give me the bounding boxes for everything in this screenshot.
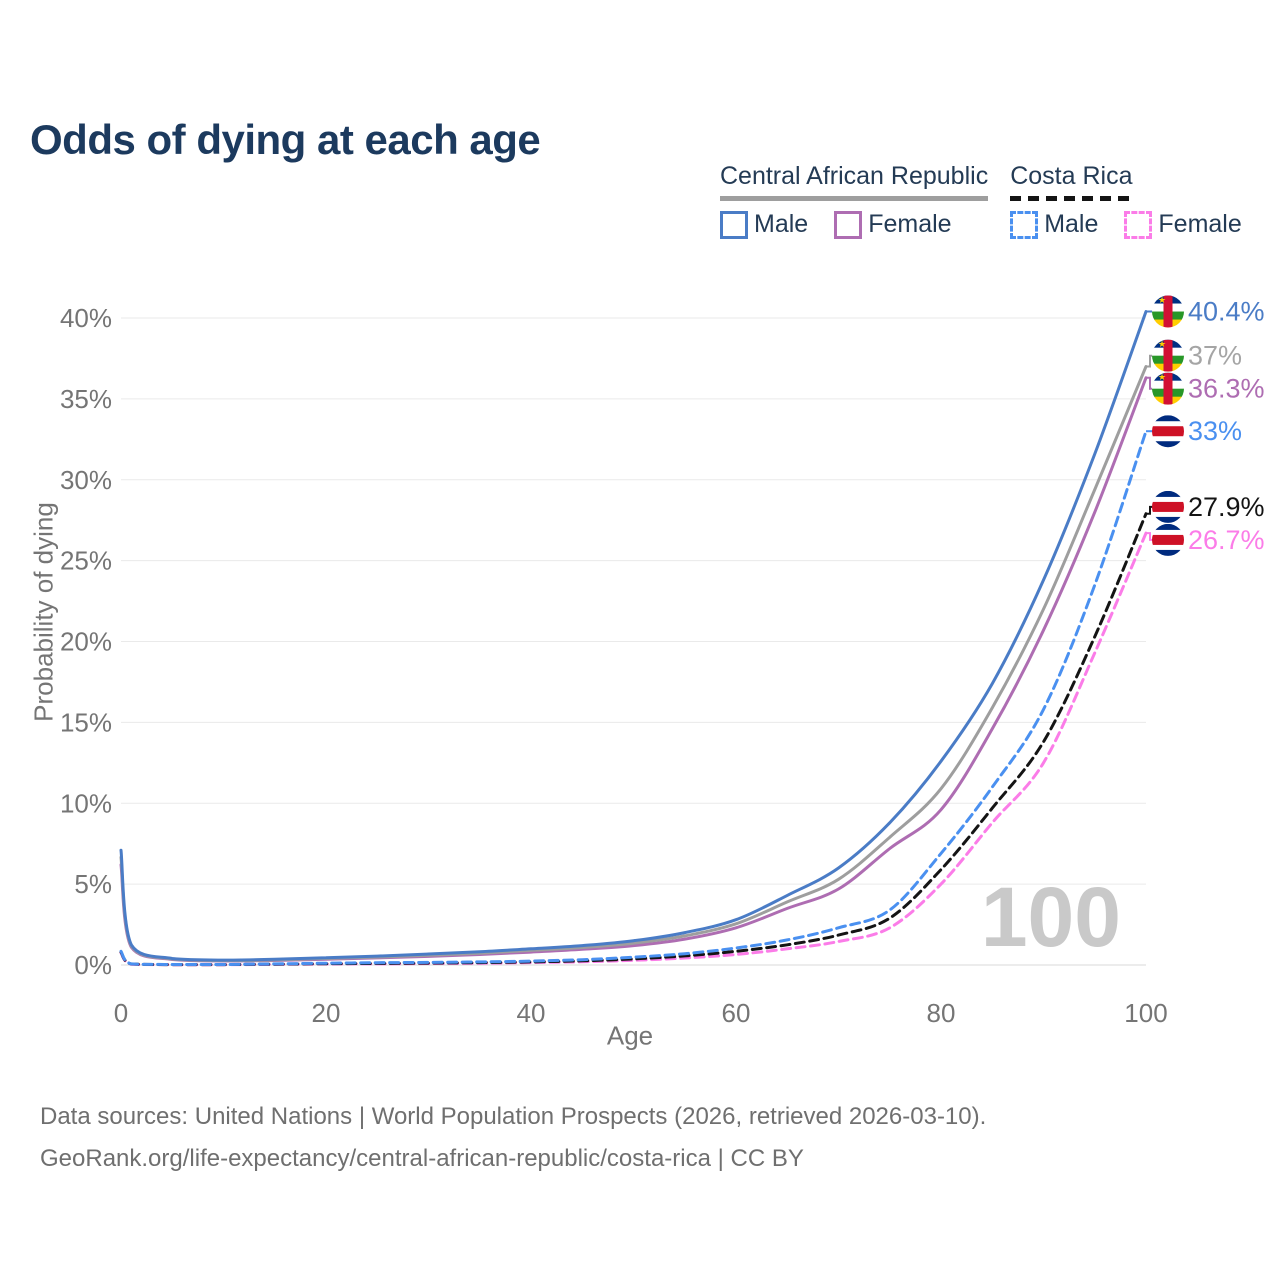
solid-line-swatch <box>720 196 989 201</box>
end-connector-cri-female <box>1146 532 1154 541</box>
cr-female-swatch-icon <box>1124 210 1153 239</box>
y-tick-label-0: 0% <box>74 950 112 980</box>
y-tick-label-15: 15% <box>60 707 112 737</box>
central-african-republic-flag-icon: ★ <box>1152 372 1184 405</box>
x-tick-label-100: 100 <box>1124 998 1167 1028</box>
x-tick-label-80: 80 <box>927 998 956 1028</box>
page-title: Odds of dying at each age <box>30 116 541 164</box>
svg-text:★: ★ <box>1158 372 1166 382</box>
end-value-label-caf-female: 36.3% <box>1188 374 1265 404</box>
legend-item-car-female[interactable]: Female <box>834 210 952 239</box>
footer: Data sources: United Nations | World Pop… <box>40 1096 986 1180</box>
legend-item-label: Male <box>754 210 809 238</box>
legend-header-label: Costa Rica <box>1010 162 1133 190</box>
x-tick-label-20: 20 <box>312 998 341 1028</box>
end-connector-cri-both <box>1146 505 1154 515</box>
legend-group-central-african-republic: Central African Republic Male Female <box>720 162 989 239</box>
legend-item-label: Female <box>1158 210 1242 238</box>
costa-rica-flag-icon <box>1152 490 1184 523</box>
legend-header-central-african-republic: Central African Republic <box>720 162 989 201</box>
legend-item-label: Male <box>1044 210 1099 238</box>
legend-header-label: Central African Republic <box>720 162 989 190</box>
x-axis-title: Age <box>606 1020 654 1051</box>
svg-text:★: ★ <box>1158 295 1166 305</box>
car-male-swatch-icon <box>720 210 748 239</box>
svg-text:★: ★ <box>1158 339 1166 349</box>
cr-male-swatch-icon <box>1010 210 1039 239</box>
end-value-label-cri-both: 27.9% <box>1188 492 1265 522</box>
central-african-republic-flag-icon: ★ <box>1152 295 1184 328</box>
y-tick-label-25: 25% <box>60 546 112 576</box>
end-value-label-cri-female: 26.7% <box>1188 525 1265 555</box>
costa-rica-flag-icon <box>1152 415 1184 448</box>
end-value-label-caf-both: 37% <box>1188 341 1242 371</box>
legend: Central African Republic Male Female Cos… <box>720 162 1242 239</box>
car-female-swatch-icon <box>834 210 863 239</box>
legend-item-cr-male[interactable]: Male <box>1010 210 1098 239</box>
y-tick-label-20: 20% <box>60 627 112 657</box>
y-tick-label-10: 10% <box>60 788 112 818</box>
legend-item-cr-female[interactable]: Female <box>1124 210 1242 239</box>
data-sources-line: Data sources: United Nations | World Pop… <box>40 1103 987 1130</box>
end-value-label-caf-male: 40.4% <box>1188 297 1265 327</box>
y-axis-title: Probability of dying <box>28 502 59 722</box>
attribution-line: GeoRank.org/life-expectancy/central-afri… <box>40 1145 804 1172</box>
end-connector-caf-female <box>1146 376 1154 390</box>
central-african-republic-flag-icon: ★ <box>1152 339 1184 372</box>
costa-rica-flag-icon <box>1152 523 1184 556</box>
end-connector-caf-both <box>1146 354 1154 368</box>
x-tick-label-0: 0 <box>114 998 128 1028</box>
legend-item-label: Female <box>868 210 952 238</box>
y-tick-label-30: 30% <box>60 465 112 495</box>
curve-cri-male[interactable] <box>119 429 1148 966</box>
y-tick-label-35: 35% <box>60 384 112 414</box>
age-watermark: 100 <box>981 870 1121 964</box>
x-tick-label-60: 60 <box>722 998 751 1028</box>
legend-item-car-male[interactable]: Male <box>720 210 808 239</box>
end-value-label-cri-male: 33% <box>1188 416 1242 446</box>
legend-group-costa-rica: Costa Rica Male Female <box>1010 162 1242 239</box>
dashed-line-swatch <box>1010 196 1133 201</box>
legend-header-costa-rica: Costa Rica <box>1010 162 1133 201</box>
y-tick-label-40: 40% <box>60 303 112 333</box>
x-tick-label-40: 40 <box>517 998 546 1028</box>
curve-caf-male[interactable] <box>119 310 1148 962</box>
y-tick-label-5: 5% <box>74 869 112 899</box>
